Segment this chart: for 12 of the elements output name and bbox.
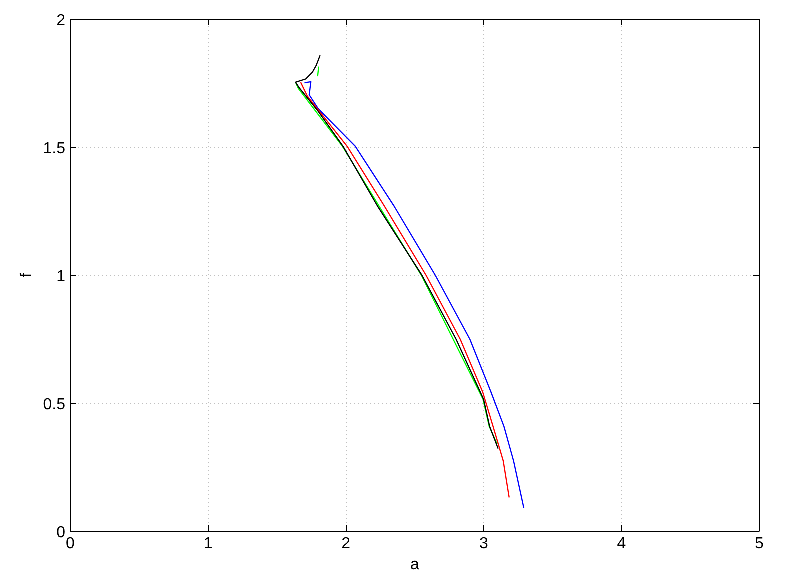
x-tick-label: 1 xyxy=(204,536,213,552)
y-tick-label: 2 xyxy=(56,12,66,30)
x-tick-label: 2 xyxy=(342,536,351,552)
y-tick-label: 1 xyxy=(56,268,66,286)
y-axis-title: f xyxy=(18,272,36,278)
y-tick-label: 0 xyxy=(56,524,66,542)
x-tick-label: 4 xyxy=(617,536,626,552)
y-tick-label: 0.5 xyxy=(43,396,66,414)
x-tick-label: 3 xyxy=(479,536,488,552)
x-tick-label: 5 xyxy=(755,536,764,552)
x-axis-title: a xyxy=(410,556,420,574)
y-tick-label: 1.5 xyxy=(43,140,66,158)
